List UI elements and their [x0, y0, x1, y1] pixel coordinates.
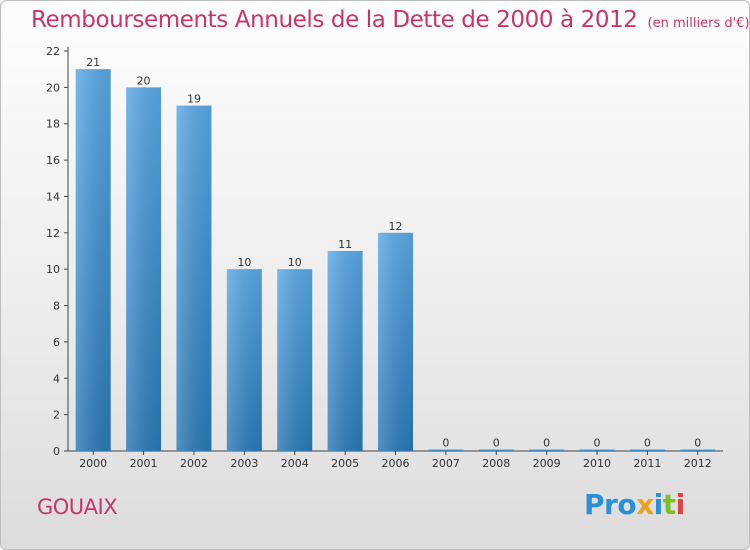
bar-2008: [478, 449, 514, 451]
x-tick-label-2010: 2010: [583, 457, 611, 470]
x-tick-label-2004: 2004: [281, 457, 309, 470]
chart-title: Remboursements Annuels de la Dette de 20…: [31, 7, 750, 33]
y-tick-label-4: 4: [53, 372, 60, 385]
y-tick-label-6: 6: [53, 336, 60, 349]
x-tick-label-2005: 2005: [331, 457, 359, 470]
x-tick-label-2009: 2009: [533, 457, 561, 470]
bar-shade-2006: [378, 232, 413, 451]
y-tick-label-10: 10: [46, 263, 60, 276]
y-tick-label-22: 22: [46, 45, 60, 58]
logo-letter: o: [617, 488, 637, 521]
x-tick-label-2000: 2000: [79, 457, 107, 470]
data-label-2000: 21: [86, 56, 100, 69]
y-tick-label-12: 12: [46, 227, 60, 240]
data-label-2006: 12: [389, 220, 403, 233]
data-label-2001: 20: [137, 74, 151, 87]
data-label-2008: 0: [493, 437, 500, 450]
data-label-2011: 0: [644, 437, 651, 450]
bar-2007: [428, 449, 464, 451]
logo-letter: P: [584, 488, 605, 521]
y-tick-label-16: 16: [46, 154, 60, 167]
x-tick-label-2008: 2008: [482, 457, 510, 470]
y-tick-label-18: 18: [46, 118, 60, 131]
data-label-2003: 10: [237, 256, 251, 269]
proxiti-logo: Proxiti: [584, 488, 685, 521]
commune-name: GOUAIX: [37, 495, 118, 519]
logo-letter: i: [653, 488, 664, 521]
logo-letter: x: [636, 488, 654, 521]
y-tick-label-14: 14: [46, 190, 60, 203]
y-tick-label-20: 20: [46, 81, 60, 94]
title-unit: (en milliers d'€): [647, 16, 750, 31]
bar-shade-2005: [327, 251, 363, 451]
y-tick-label-0: 0: [53, 445, 60, 458]
bar-shade-2001: [126, 87, 162, 451]
bar-shade-2004: [277, 269, 313, 451]
data-label-2012: 0: [694, 437, 701, 450]
data-label-2010: 0: [594, 437, 601, 450]
bar-shade-2000: [75, 69, 111, 451]
x-tick-label-2011: 2011: [633, 457, 661, 470]
data-label-2005: 11: [338, 238, 352, 251]
data-label-2007: 0: [442, 437, 449, 450]
bar-shade-2003: [226, 269, 262, 451]
data-label-2004: 10: [288, 256, 302, 269]
x-tick-label-2007: 2007: [432, 457, 460, 470]
title-text: Remboursements Annuels de la Dette de 20…: [31, 7, 638, 33]
logo-letter: i: [675, 488, 686, 521]
data-label-2002: 19: [187, 93, 201, 106]
x-tick-label-2012: 2012: [684, 457, 712, 470]
y-tick-label-2: 2: [53, 409, 60, 422]
logo-letter: r: [604, 488, 618, 521]
bar-2011: [629, 449, 665, 451]
x-tick-label-2006: 2006: [382, 457, 410, 470]
bar-shade-2002: [176, 105, 212, 451]
x-tick-label-2001: 2001: [130, 457, 158, 470]
bar-2010: [579, 449, 615, 451]
data-label-2009: 0: [543, 437, 550, 450]
y-tick-label-8: 8: [53, 300, 60, 313]
x-tick-label-2002: 2002: [180, 457, 208, 470]
bar-2009: [529, 449, 565, 451]
logo-letter: t: [662, 488, 676, 521]
x-tick-label-2003: 2003: [230, 457, 258, 470]
bar-2012: [680, 449, 716, 451]
